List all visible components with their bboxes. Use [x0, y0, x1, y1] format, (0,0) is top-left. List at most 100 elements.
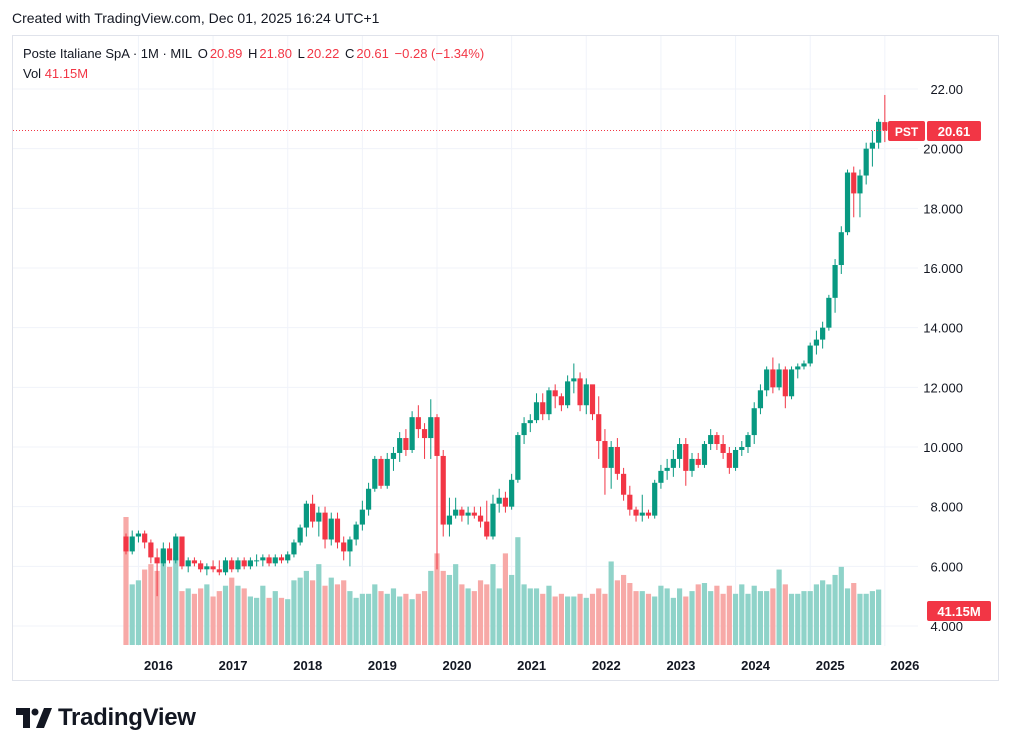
price-tick-label: 16.000: [923, 261, 963, 276]
candle: [235, 557, 241, 573]
candle: [496, 488, 502, 513]
volume-bar: [421, 591, 428, 645]
candle-body: [247, 560, 253, 567]
candle-body: [148, 542, 154, 558]
candle-body: [216, 569, 222, 573]
volume-bar: [745, 593, 751, 645]
year-tick-label: 2021: [517, 658, 546, 673]
open-label: O: [197, 46, 208, 61]
candle-body: [807, 345, 813, 364]
candle: [229, 557, 235, 573]
candle-body: [515, 435, 521, 480]
candle: [813, 330, 820, 355]
candle-body: [714, 435, 720, 445]
candle-body: [782, 369, 788, 397]
candle-body: [521, 423, 527, 436]
candle: [272, 554, 278, 567]
volume-bar: [347, 591, 353, 645]
candle: [216, 560, 222, 576]
candle: [701, 441, 708, 468]
volume-bar: [521, 584, 527, 645]
volume-bar: [639, 591, 645, 645]
year-tick-label: 2020: [443, 658, 472, 673]
candle: [788, 366, 795, 400]
tradingview-logo[interactable]: TradingView: [16, 704, 196, 732]
volume-bar: [527, 588, 533, 645]
high-value: 21.80: [259, 46, 292, 61]
candle: [857, 169, 863, 218]
volume-bar: [359, 593, 365, 645]
candle-body: [316, 512, 322, 522]
volume-bar: [788, 593, 795, 645]
candle-body: [502, 497, 509, 507]
candle-body: [571, 378, 577, 382]
candle: [465, 506, 471, 525]
candle-body: [614, 447, 620, 474]
volume-bar: [515, 537, 521, 645]
volume-bar: [695, 584, 701, 645]
volume-bar: [471, 591, 477, 645]
volume-bar: [142, 569, 148, 645]
candle: [341, 536, 347, 561]
candle: [471, 506, 477, 519]
candle-layer: [123, 94, 888, 597]
volume-bar: [732, 593, 739, 645]
candle-body: [720, 444, 726, 453]
candle-body: [527, 420, 533, 424]
candle-body: [882, 122, 888, 131]
candle-body: [359, 509, 365, 525]
chart-frame[interactable]: [12, 35, 999, 681]
candle: [515, 432, 521, 483]
candle-body: [589, 384, 596, 415]
low-label: L: [297, 46, 305, 61]
candle: [322, 506, 328, 549]
candle: [614, 438, 620, 480]
candle: [658, 464, 664, 489]
candle-body: [621, 473, 627, 495]
candle: [708, 429, 714, 450]
volume-bar: [260, 585, 266, 645]
candle: [820, 321, 826, 349]
candle-body: [776, 369, 782, 388]
candle: [732, 447, 739, 471]
change-value: −0.28 (−1.34%): [394, 46, 485, 61]
volume-layer: [123, 517, 882, 645]
volume-bar: [714, 585, 720, 645]
candle-body: [409, 417, 415, 450]
volume-value: 41.15M: [44, 66, 89, 81]
volume-bar: [465, 588, 471, 645]
volume-bar: [204, 584, 210, 645]
candle: [876, 118, 882, 149]
candle: [795, 363, 801, 379]
volume-bar: [241, 588, 247, 645]
candle: [384, 452, 390, 489]
candle-body: [135, 533, 142, 537]
volume-label: Vol: [23, 66, 42, 81]
volume-bar: [415, 593, 421, 645]
volume-bar: [403, 593, 409, 645]
candle: [148, 539, 154, 564]
candle: [832, 259, 838, 313]
candle-body: [546, 390, 552, 415]
volume-bar: [446, 574, 453, 645]
candle: [173, 533, 179, 564]
volume-bar: [328, 577, 334, 645]
candle: [571, 363, 577, 394]
candle: [440, 449, 446, 537]
price-tick-label: 6.000: [930, 559, 963, 574]
symbol-line[interactable]: Poste Italiane SpA · 1M · MIL: [23, 46, 193, 61]
candle-body: [278, 557, 285, 561]
volume-bar: [720, 593, 726, 645]
candle: [751, 402, 757, 445]
candle-body: [322, 512, 328, 540]
candle: [509, 473, 515, 510]
volume-bar: [154, 570, 160, 645]
volume-bar: [869, 591, 875, 645]
price-tick-label: 4.000: [930, 619, 963, 634]
volume-bar: [297, 577, 303, 645]
candle: [129, 530, 135, 555]
volume-bar: [459, 584, 465, 645]
volume-bar: [173, 557, 179, 645]
candle-body: [540, 402, 546, 415]
